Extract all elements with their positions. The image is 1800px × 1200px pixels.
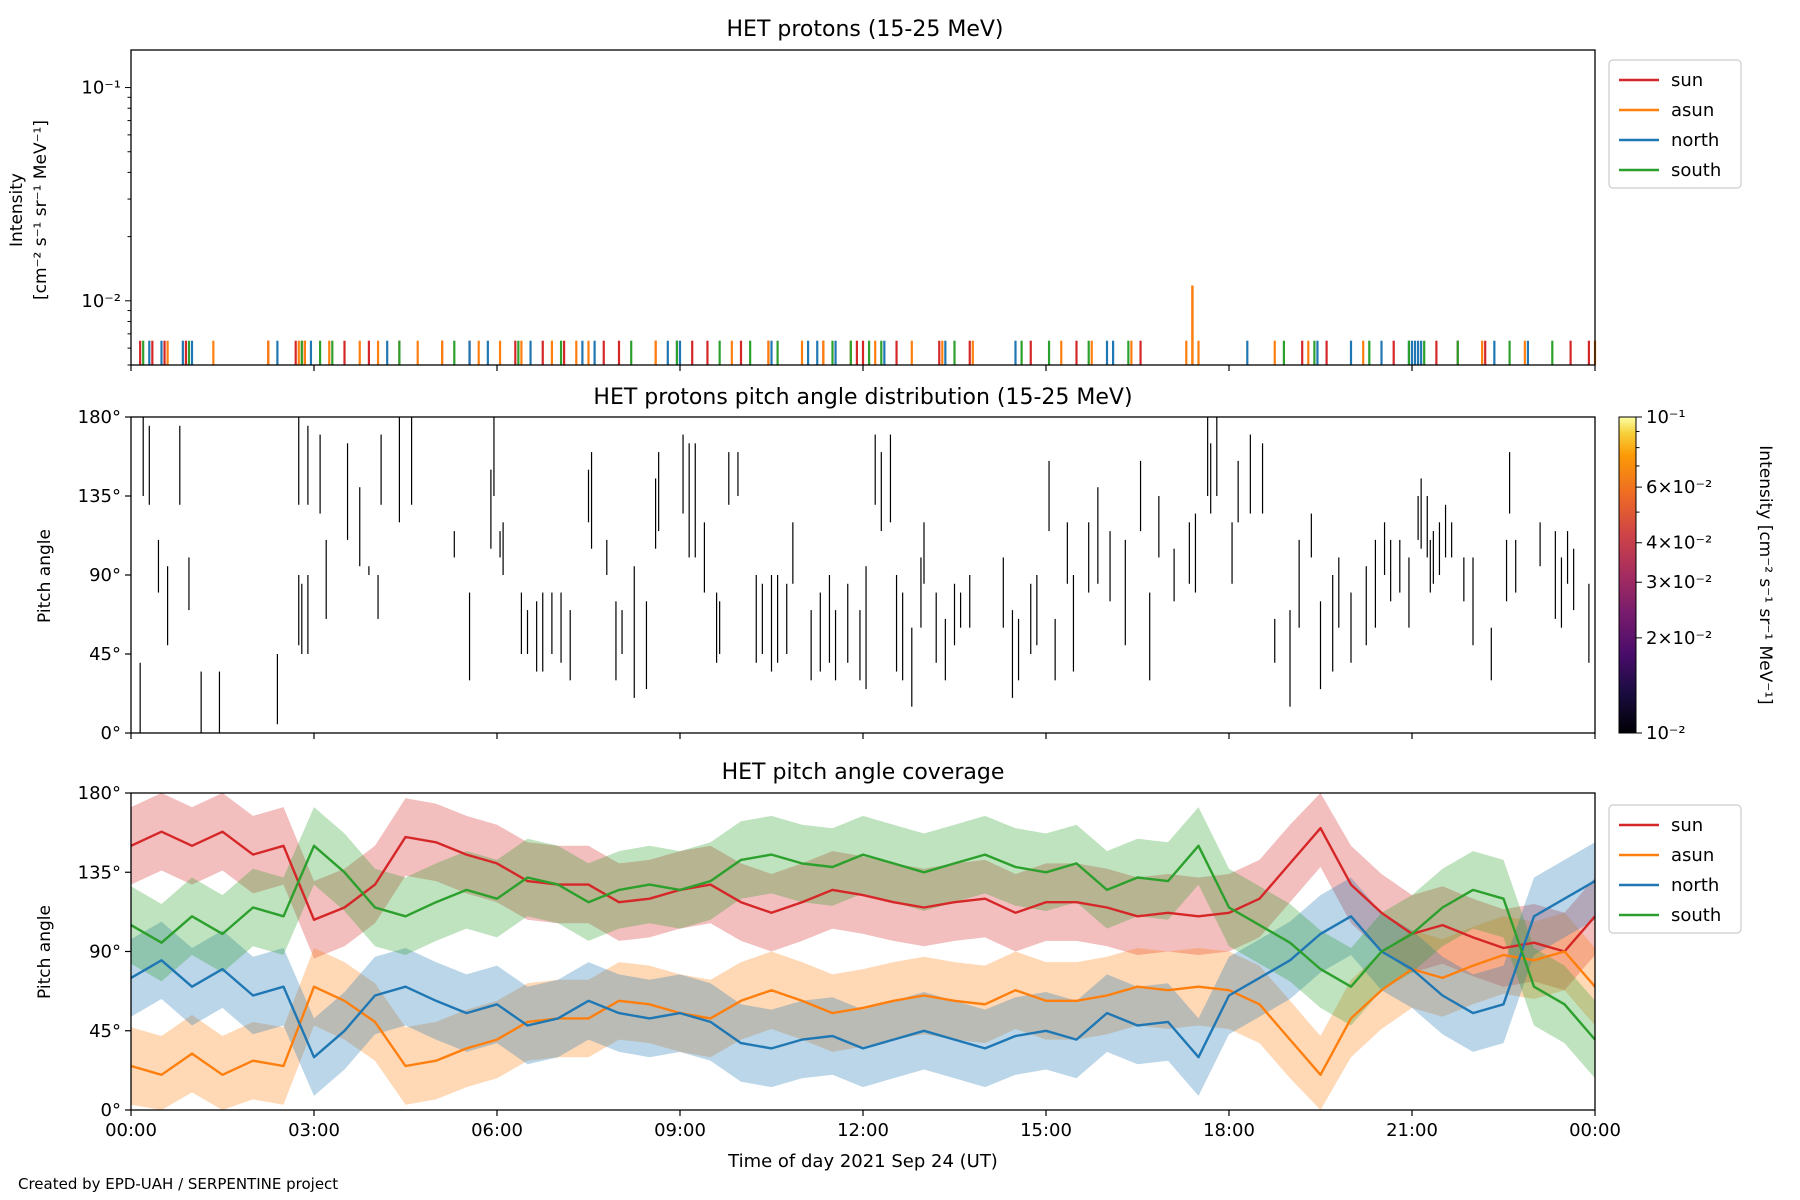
panel1-x-ticks	[130, 365, 1596, 371]
panel2-plot-area	[139, 417, 1590, 733]
x-tick-label: 06:00	[471, 1120, 523, 1141]
legend-label-north: north	[1671, 875, 1719, 896]
coverage-line-asun	[130, 950, 1596, 1076]
panel3-y-ticks: 0° 45° 90° 135° 180°	[78, 783, 131, 1121]
colorbar	[1618, 416, 1637, 734]
panel3-legend: sun asun north south	[1608, 804, 1742, 934]
coverage-band-north	[131, 842, 1595, 1096]
panel-intensity: HET protons (15-25 MeV) Intensity [cm⁻² …	[7, 17, 1742, 371]
colorbar-tick-label: 10⁻¹	[1646, 407, 1686, 428]
colorbar-tick-label: 2×10⁻²	[1646, 628, 1712, 649]
panel2-y-tick-label: 45°	[89, 644, 121, 665]
legend-label-south: south	[1671, 160, 1721, 181]
coverage-line-south	[130, 844, 1596, 1041]
panel3-y-tick-label: 180°	[78, 783, 121, 804]
legend-label-asun: asun	[1671, 845, 1714, 866]
panel1-y-ticks: 10⁻² 10⁻¹	[81, 78, 131, 366]
panel1-ylabel-line1: Intensity	[7, 173, 27, 247]
credit-text: Created by EPD-UAH / SERPENTINE project	[18, 1175, 339, 1193]
panel3-y-tick-label: 45°	[89, 1021, 121, 1042]
panel3-title: HET pitch angle coverage	[722, 760, 1005, 785]
x-tick-label: 09:00	[654, 1120, 706, 1141]
panel3-legend-box	[1608, 804, 1742, 934]
legend-label-sun: sun	[1671, 815, 1703, 836]
panel-pitch-coverage: HET pitch angle coverage Pitch angle 0° 4…	[35, 760, 1742, 1172]
panel3-y-tick-label: 135°	[78, 862, 121, 883]
panel3-x-ticks: 00:00 03:00 06:00 09:00 12:00 15:00 18:00 21:00…	[105, 1110, 1621, 1141]
panel1-y-tick-label: 10⁻²	[81, 291, 121, 312]
panel1-title: HET protons (15-25 MeV)	[727, 17, 1004, 42]
coverage-line-north	[130, 880, 1596, 1059]
colorbar-ticks: 10⁻² 2×10⁻² 3×10⁻² 4×10⁻² 6×10⁻² 10⁻¹	[1636, 407, 1712, 744]
x-tick-label: 00:00	[1569, 1120, 1621, 1141]
coverage-band-south	[131, 807, 1595, 1079]
panel2-ylabel: Pitch angle	[35, 529, 55, 623]
x-tick-label: 15:00	[1020, 1120, 1072, 1141]
legend-label-asun: asun	[1671, 100, 1714, 121]
coverage-band-sun	[131, 793, 1595, 991]
panel3-y-tick-label: 90°	[89, 942, 121, 963]
colorbar-tick-label: 3×10⁻²	[1646, 572, 1712, 593]
panel1-plot-area	[139, 285, 1597, 365]
legend-label-north: north	[1671, 130, 1719, 151]
legend-label-sun: sun	[1671, 70, 1703, 91]
x-tick-label: 12:00	[837, 1120, 889, 1141]
panel-pitch-distribution: HET protons pitch angle distribution (15…	[35, 385, 1775, 744]
x-tick-label: 00:00	[105, 1120, 157, 1141]
colorbar-tick-label: 6×10⁻²	[1646, 477, 1712, 498]
panel2-title: HET protons pitch angle distribution (15…	[593, 385, 1132, 410]
panel2-y-tick-label: 180°	[78, 407, 121, 428]
panel2-y-ticks: 0° 45° 90° 135° 180°	[78, 407, 131, 744]
colorbar-tick-label: 4×10⁻²	[1646, 533, 1712, 554]
panel2-y-tick-label: 0°	[101, 723, 121, 744]
panel1-ylabel-line2: [cm⁻² s⁻¹ sr⁻¹ MeV⁻¹]	[31, 120, 51, 300]
coverage-line-sun	[130, 827, 1596, 953]
panel3-plot-area	[130, 793, 1596, 1110]
panel1-legend: sun asun north south	[1608, 59, 1742, 189]
x-tick-label: 21:00	[1386, 1120, 1438, 1141]
panel2-x-ticks	[130, 733, 1596, 739]
panel1-frame	[130, 49, 1596, 366]
legend-label-south: south	[1671, 905, 1721, 926]
panel1-legend-box	[1608, 59, 1742, 189]
panel2-y-tick-label: 135°	[78, 486, 121, 507]
x-axis-label: Time of day 2021 Sep 24 (UT)	[727, 1151, 998, 1172]
x-tick-label: 18:00	[1203, 1120, 1255, 1141]
panel2-y-tick-label: 90°	[89, 565, 121, 586]
panel3-y-tick-label: 0°	[101, 1100, 121, 1121]
coverage-band-asun	[131, 912, 1595, 1110]
colorbar-label: Intensity [cm⁻² s⁻¹ sr⁻¹ MeV⁻¹]	[1755, 445, 1775, 704]
panel3-ylabel: Pitch angle	[35, 905, 55, 999]
x-tick-label: 03:00	[288, 1120, 340, 1141]
colorbar-tick-label: 10⁻²	[1646, 723, 1686, 744]
panel1-y-tick-label: 10⁻¹	[81, 78, 121, 99]
